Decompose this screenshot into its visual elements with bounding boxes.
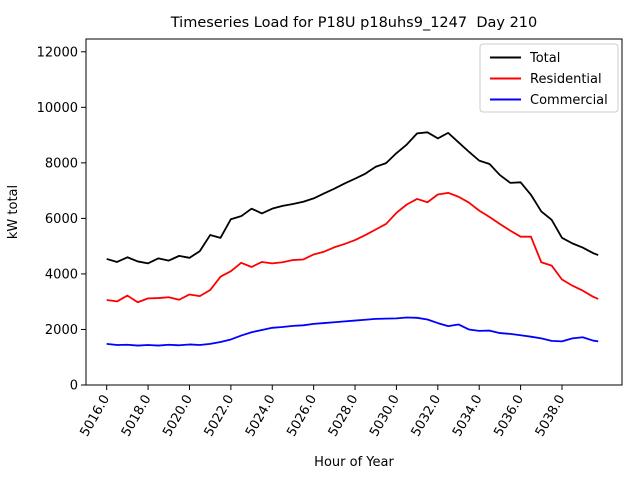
legend-entry-total: Total	[490, 51, 560, 66]
x-tick-label: 5032.0	[409, 393, 445, 440]
legend-label-residential: Residential	[530, 72, 602, 87]
y-tick-label: 2000	[45, 323, 78, 338]
y-tick-label: 12000	[37, 45, 78, 60]
legend: Total Residential Commercial	[479, 43, 619, 113]
y-axis-ticks: 0 2000 4000 6000 8000 10000 12000	[37, 45, 86, 394]
legend-box	[479, 43, 619, 113]
y-tick-label: 8000	[45, 156, 78, 171]
y-tick-label: 6000	[45, 212, 78, 227]
x-tick-label: 5026.0	[284, 393, 320, 440]
y-tick-label: 0	[70, 379, 78, 394]
x-tick-label: 5024.0	[243, 393, 279, 440]
series-lines	[106, 131, 599, 347]
x-axis-label: Hour of Year	[314, 455, 394, 470]
y-tick-label: 4000	[45, 267, 78, 282]
legend-label-commercial: Commercial	[530, 93, 608, 108]
x-tick-label: 5018.0	[119, 393, 155, 440]
total-line	[106, 131, 599, 265]
x-axis-ticks: 5016.0 5018.0 5020.0 5022.0 5024.0 5026.0 5028…	[77, 385, 568, 439]
x-tick-label: 5038.0	[533, 393, 569, 440]
x-tick-label: 5036.0	[491, 393, 527, 440]
legend-label-total: Total	[529, 51, 560, 66]
y-tick-label: 10000	[37, 101, 78, 116]
x-tick-label: 5022.0	[202, 393, 238, 440]
legend-entry-residential: Residential	[490, 72, 602, 87]
x-tick-label: 5034.0	[450, 392, 486, 439]
x-tick-label: 5030.0	[367, 393, 403, 440]
y-axis-label: kW total	[6, 185, 21, 239]
chart-title: Timeseries Load for P18U p18uhs9_1247 Da…	[170, 15, 538, 31]
legend-entry-commercial: Commercial	[490, 93, 608, 108]
x-tick-label: 5016.0	[77, 393, 113, 440]
x-tick-label: 5020.0	[160, 393, 196, 440]
residential-line	[106, 191, 599, 304]
x-tick-label: 5028.0	[326, 393, 362, 440]
commercial-line	[106, 316, 599, 347]
